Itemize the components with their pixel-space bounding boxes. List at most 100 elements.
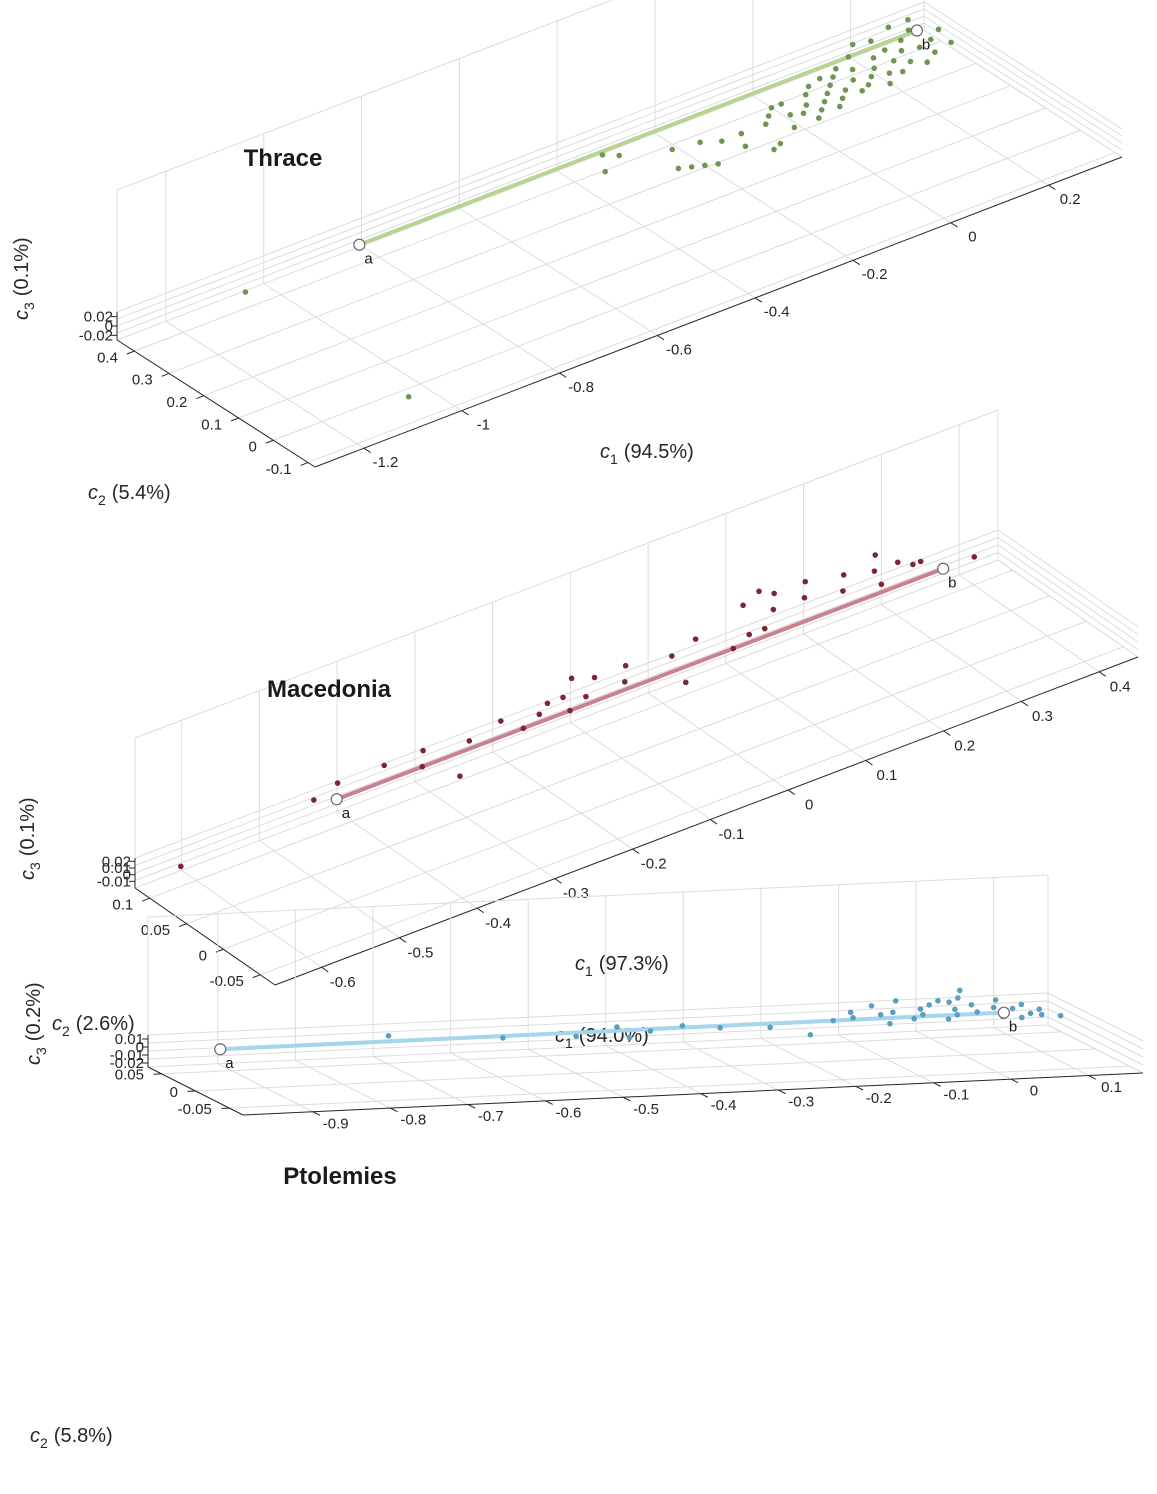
x-tick-label: -0.4 (764, 304, 790, 321)
series: ab (242, 16, 954, 400)
grid-line-y (260, 646, 1124, 976)
x-tick-mark (950, 222, 958, 228)
x-axis (314, 156, 1123, 468)
x-tick-label: -0.9 (323, 1115, 349, 1132)
data-point (740, 602, 746, 609)
data-point (717, 1024, 723, 1031)
data-point (777, 140, 784, 147)
y-tick-label: 0 (249, 439, 257, 456)
data-point (833, 66, 839, 72)
grid-line-y (149, 569, 1013, 899)
grid-line-edge (997, 559, 1139, 658)
z-tick-label: 0.02 (102, 853, 131, 870)
data-point (818, 107, 825, 113)
data-point (682, 679, 689, 686)
y-tick-label: 0 (199, 948, 207, 965)
x-axis-label: c1 (94.5%) (600, 441, 694, 467)
data-point (898, 47, 905, 54)
grid-line-y (238, 107, 1046, 419)
data-point (242, 289, 249, 295)
y-tick-mark (252, 974, 261, 979)
data-point (886, 70, 893, 76)
data-point (770, 606, 777, 613)
trajectory-line (334, 566, 946, 802)
x-axis (242, 1072, 1144, 1116)
y-tick-mark (230, 417, 239, 422)
data-point (791, 124, 798, 131)
x-tick-mark (778, 1089, 786, 1095)
data-point (845, 54, 852, 60)
data-point (536, 711, 543, 718)
data-point (679, 1023, 686, 1029)
grid-line-x (492, 751, 633, 850)
grid-line-z (923, 22, 1123, 151)
y-tick-label: -0.05 (178, 1101, 212, 1118)
data-point (1036, 1006, 1043, 1012)
x-tick-label: -0.8 (400, 1112, 426, 1129)
x-tick-mark (622, 1096, 631, 1102)
x-tick-label: -0.6 (666, 341, 692, 358)
data-point (946, 999, 952, 1005)
data-point (935, 26, 942, 33)
endpoint-b (937, 562, 950, 575)
grid-line-x (654, 132, 854, 261)
data-point (647, 1028, 654, 1034)
data-point (955, 995, 961, 1001)
data-point (890, 58, 897, 64)
grid (134, 409, 1139, 976)
data-point (821, 98, 828, 105)
x-tick-label: -0.1 (719, 826, 745, 843)
grid-line-edge (923, 29, 1123, 158)
endpoint-label-a: a (364, 251, 373, 268)
data-point (887, 80, 893, 87)
data-point (805, 83, 812, 90)
grid-line-z (116, 29, 925, 341)
ptolemies-panel: -0.9 -0.8 -0.7 -0.6 -0.5 -0.4 -0.3 -0.2 -0.1 0 0.1… (23, 874, 1144, 1451)
x-tick-mark (559, 372, 567, 378)
data-point (568, 675, 575, 682)
x-tick-mark (461, 410, 469, 416)
x-tick-label: -0.5 (633, 1101, 659, 1118)
grid-line-z (116, 1, 925, 313)
data-point (1019, 1014, 1025, 1021)
grid-line-z (923, 8, 1123, 137)
data-point (830, 1017, 836, 1024)
grid-line-edge (1047, 1024, 1144, 1074)
x-tick-mark (1098, 671, 1106, 677)
grid-line-z (923, 1, 1123, 130)
x-tick-label: -0.7 (478, 1108, 504, 1125)
trajectory-line (218, 1010, 1006, 1052)
data-point (622, 662, 629, 669)
data-point (974, 1009, 980, 1015)
x-tick-label: -0.2 (866, 1090, 892, 1107)
grid-line-z (997, 537, 1139, 635)
data-point (935, 997, 941, 1004)
x-tick-label: -0.8 (568, 379, 594, 396)
data-point (583, 693, 589, 700)
data-point (865, 81, 872, 88)
grid-line-z (1047, 1016, 1144, 1066)
grid-line-x (165, 320, 365, 449)
grid-line-x (459, 208, 658, 336)
z-tick-label: -0.01 (97, 873, 131, 890)
x-tick-mark (312, 1111, 321, 1116)
grid-line-x (181, 869, 322, 968)
data-point (697, 139, 703, 146)
macedonia-panel: -0.6 -0.5 -0.4 -0.3 -0.2 -0.1 0 0.1 0.2 0.3 0.4 -0.… (17, 409, 1139, 1039)
data-point (466, 738, 473, 744)
data-point (803, 102, 810, 108)
data-point (842, 87, 849, 93)
x-tick-label: -0.2 (641, 856, 667, 873)
endpoint-b (997, 1006, 1010, 1019)
data-point (669, 146, 676, 153)
data-point (920, 1011, 926, 1018)
z-tick-label: -0.02 (79, 327, 113, 344)
data-point (868, 38, 874, 44)
data-point (573, 1033, 579, 1040)
grid-line-z (116, 22, 925, 334)
y-tick-mark (215, 948, 224, 953)
y-tick-mark (196, 395, 205, 400)
grid-line-z (134, 537, 999, 866)
data-point (778, 101, 785, 107)
